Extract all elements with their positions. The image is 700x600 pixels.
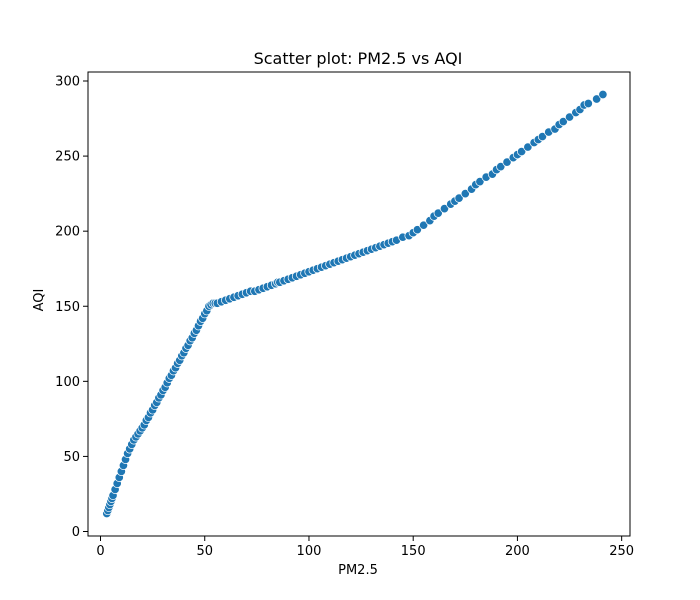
data-point: [558, 117, 568, 127]
y-axis-label: AQI: [32, 289, 47, 312]
x-tick-label: 50: [196, 544, 213, 559]
data-point: [412, 225, 422, 235]
y-tick-label: 300: [55, 75, 80, 90]
y-tick-label: 100: [55, 375, 80, 390]
data-point: [496, 162, 506, 172]
data-point: [523, 142, 533, 152]
y-tick-label: 0: [72, 525, 80, 540]
y-tick-label: 250: [55, 150, 80, 165]
data-point: [454, 193, 464, 203]
data-point: [592, 94, 602, 104]
y-tick-label: 150: [55, 300, 80, 315]
plot-frame: [87, 71, 631, 537]
data-point: [537, 132, 547, 142]
data-point: [598, 89, 608, 100]
x-tick-label: 0: [96, 544, 104, 559]
data-point: [564, 112, 575, 122]
data-point: [460, 189, 470, 199]
x-axis-label: PM2.5: [338, 563, 378, 578]
x-tick-label: 100: [297, 544, 322, 559]
data-point: [433, 208, 443, 218]
x-tick-label: 200: [505, 544, 530, 559]
x-tick-label: 150: [401, 544, 426, 559]
data-point: [439, 204, 450, 214]
data-point: [475, 177, 485, 187]
x-axis-ticks: 0 50 100 150 200 250: [96, 536, 634, 559]
chart-title: Scatter plot: PM2.5 vs AQI: [254, 49, 463, 68]
y-axis-ticks: 0 50 100 150 200 250 300: [55, 75, 88, 540]
x-tick-label: 250: [609, 544, 634, 559]
data-point: [517, 147, 527, 157]
data-points: [102, 89, 608, 519]
data-point: [583, 98, 593, 109]
data-point: [502, 157, 512, 167]
data-point: [419, 220, 429, 230]
y-tick-label: 200: [55, 225, 80, 240]
y-tick-label: 50: [63, 450, 80, 465]
